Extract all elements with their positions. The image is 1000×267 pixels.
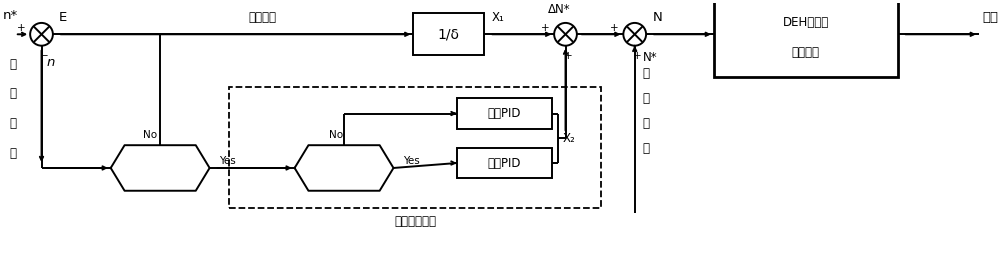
Polygon shape [295, 145, 393, 191]
Text: 速: 速 [9, 87, 16, 100]
Text: <-E₀?: <-E₀? [330, 170, 358, 180]
Text: >E₁ or: >E₁ or [143, 156, 177, 166]
Text: X₂: X₂ [563, 132, 575, 145]
Text: 阀位: 阀位 [983, 11, 999, 24]
Text: 模糊PID: 模糊PID [487, 156, 521, 170]
Text: N*: N* [643, 51, 657, 64]
Text: +: + [610, 23, 618, 33]
Text: >E₀ or: >E₀ or [327, 156, 361, 166]
Text: 荷: 荷 [643, 92, 650, 105]
Text: 传统PID: 传统PID [487, 107, 521, 120]
Bar [457, 98, 552, 129]
Text: 一次调频: 一次调频 [249, 11, 277, 24]
Bar [229, 87, 601, 207]
Bar [457, 148, 552, 178]
Text: n*: n* [2, 9, 18, 22]
Text: No: No [329, 130, 343, 140]
Text: Yes: Yes [403, 156, 420, 166]
Text: E: E [59, 11, 67, 24]
Text: 测: 测 [9, 117, 16, 130]
Text: 转: 转 [9, 57, 16, 70]
Text: +: + [541, 23, 549, 33]
Text: 控制回路: 控制回路 [792, 46, 820, 59]
Text: 负: 负 [643, 68, 650, 80]
Text: 量: 量 [9, 147, 16, 160]
Text: +: + [564, 51, 573, 61]
Text: X₁: X₁ [491, 11, 504, 24]
Text: 快速二次调频: 快速二次调频 [394, 214, 436, 227]
Text: 定: 定 [643, 142, 650, 155]
Text: N: N [653, 11, 663, 24]
Text: 设: 设 [643, 117, 650, 130]
Bar [714, 0, 898, 77]
Text: ΔN*: ΔN* [548, 3, 570, 16]
Text: Yes: Yes [219, 156, 236, 166]
Polygon shape [111, 145, 210, 191]
Text: −: − [40, 51, 49, 61]
Text: 1/δ: 1/δ [438, 27, 460, 41]
Text: <-E₁?: <-E₁? [146, 170, 175, 180]
Bar [413, 14, 484, 55]
Text: n: n [46, 56, 55, 69]
Text: No: No [143, 130, 157, 140]
Text: +: + [17, 23, 25, 33]
Text: DEH调节阀: DEH调节阀 [783, 16, 829, 29]
Text: +: + [633, 51, 642, 61]
